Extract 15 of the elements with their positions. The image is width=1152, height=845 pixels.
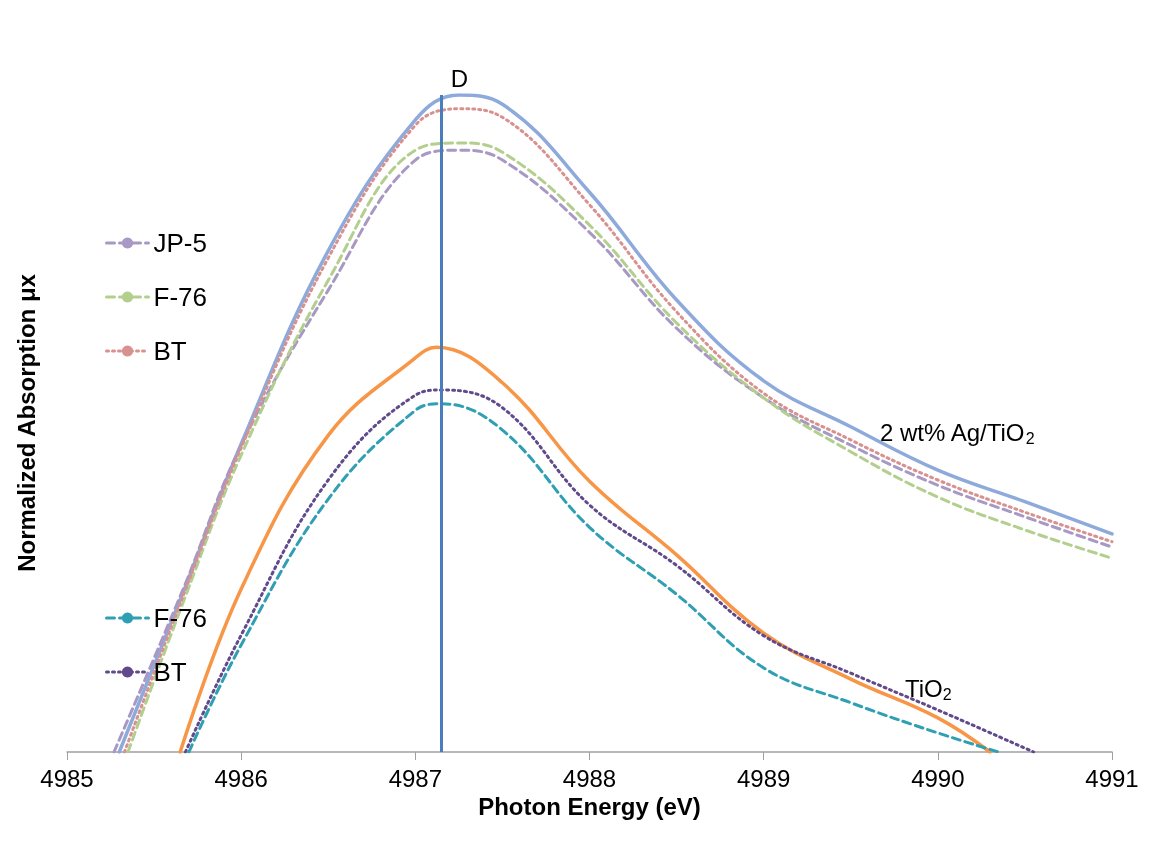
legend-label: JP-5 [153, 228, 207, 258]
x-tick-label: 4990 [911, 764, 965, 792]
ref-line-label: D [450, 64, 469, 92]
x-tick-label: 4986 [214, 764, 268, 792]
x-tick-label: 4987 [388, 764, 443, 792]
legend-label: F-76 [153, 282, 207, 312]
y-axis-title: Normalized Absorption μx [12, 273, 40, 572]
x-tick-label: 4988 [562, 764, 617, 792]
x-axis-title: Photon Energy (eV) [478, 793, 701, 821]
x-tick-label: 4985 [40, 764, 94, 792]
x-tick-label: 4991 [1085, 764, 1139, 792]
legend-label: BT [153, 657, 187, 687]
legend-label: F-76 [153, 603, 207, 633]
legend-label: BT [153, 336, 187, 366]
x-tick-label: 4989 [736, 764, 791, 792]
